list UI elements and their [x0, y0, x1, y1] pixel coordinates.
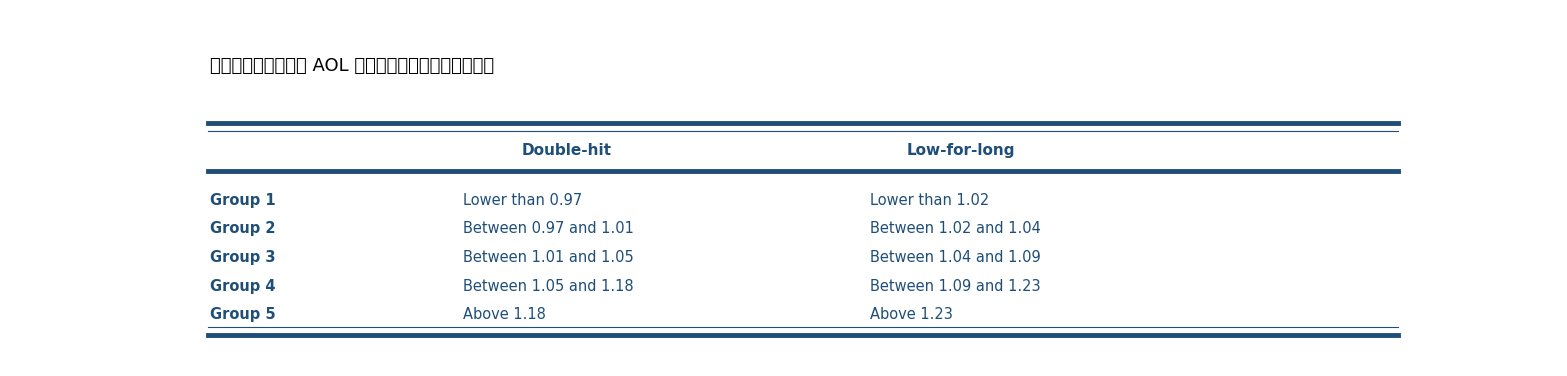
Text: Between 1.05 and 1.18: Between 1.05 and 1.18 [464, 279, 633, 294]
Text: Lower than 0.97: Lower than 0.97 [464, 193, 583, 208]
Text: 図表　ストレス後の AOL 水準によるグルーピング基準: 図表 ストレス後の AOL 水準によるグルーピング基準 [210, 57, 495, 75]
Text: Between 1.04 and 1.09: Between 1.04 and 1.09 [870, 250, 1040, 265]
Text: Above 1.23: Above 1.23 [870, 307, 953, 322]
Text: Lower than 1.02: Lower than 1.02 [870, 193, 989, 208]
Text: Between 0.97 and 1.01: Between 0.97 and 1.01 [464, 221, 635, 237]
Text: Group 4: Group 4 [210, 279, 276, 294]
Text: Above 1.18: Above 1.18 [464, 307, 545, 322]
Text: Between 1.01 and 1.05: Between 1.01 and 1.05 [464, 250, 633, 265]
Text: Group 3: Group 3 [210, 250, 276, 265]
Text: Group 5: Group 5 [210, 307, 276, 322]
Text: Between 1.02 and 1.04: Between 1.02 and 1.04 [870, 221, 1040, 237]
Text: Group 1: Group 1 [210, 193, 276, 208]
Text: Group 2: Group 2 [210, 221, 276, 237]
Text: Between 1.09 and 1.23: Between 1.09 and 1.23 [870, 279, 1040, 294]
Text: Double-hit: Double-hit [522, 143, 611, 158]
Text: Low-for-long: Low-for-long [907, 143, 1015, 158]
